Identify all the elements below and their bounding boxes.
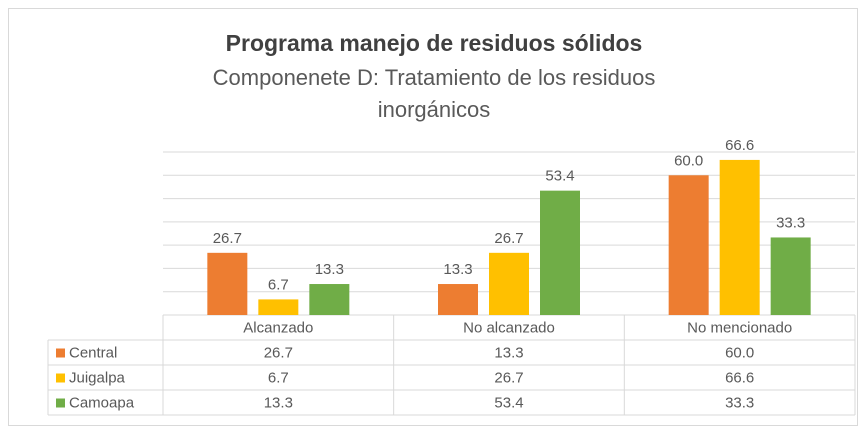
bar	[207, 252, 248, 315]
bar	[438, 284, 478, 315]
table-cell: 66.6	[725, 369, 754, 386]
table-cell: 53.4	[494, 394, 523, 411]
table-cell: 13.3	[494, 344, 523, 361]
legend-swatch	[56, 348, 65, 358]
data-label: 13.3	[443, 261, 472, 278]
data-label: 66.6	[725, 137, 754, 154]
table-cell: 13.3	[264, 394, 293, 411]
chart-frame	[8, 8, 858, 426]
legend-swatch	[56, 373, 65, 383]
data-label: 13.3	[315, 261, 344, 278]
data-label: 33.3	[776, 214, 805, 231]
bar	[309, 284, 350, 315]
table-cell: 26.7	[494, 369, 523, 386]
legend-label: Camoapa	[69, 394, 135, 411]
legend-label: Central	[69, 344, 117, 361]
bar	[719, 159, 760, 315]
x-tick-label: Alcanzado	[243, 319, 313, 336]
table-cell: 26.7	[264, 344, 293, 361]
table-cell: 33.3	[725, 394, 754, 411]
table-cell: 6.7	[268, 369, 289, 386]
bar	[489, 252, 529, 315]
bar	[258, 299, 299, 315]
data-label: 60.0	[674, 152, 703, 169]
data-label: 26.7	[494, 230, 523, 247]
bar	[540, 190, 580, 315]
bar	[770, 237, 811, 315]
data-label: 53.4	[545, 168, 574, 185]
data-label: 6.7	[268, 276, 289, 293]
chart-title: Programa manejo de residuos sólidos	[225, 30, 643, 56]
legend-swatch	[56, 398, 65, 408]
bar	[668, 175, 709, 315]
legend-label: Juigalpa	[69, 369, 126, 386]
x-tick-label: No alcanzado	[463, 319, 555, 336]
data-label: 26.7	[213, 230, 242, 247]
table-cell: 60.0	[725, 344, 754, 361]
x-tick-label: No mencionado	[687, 319, 792, 336]
chart-subtitle: Componenete D: Tratamiento de los residu…	[212, 65, 656, 122]
